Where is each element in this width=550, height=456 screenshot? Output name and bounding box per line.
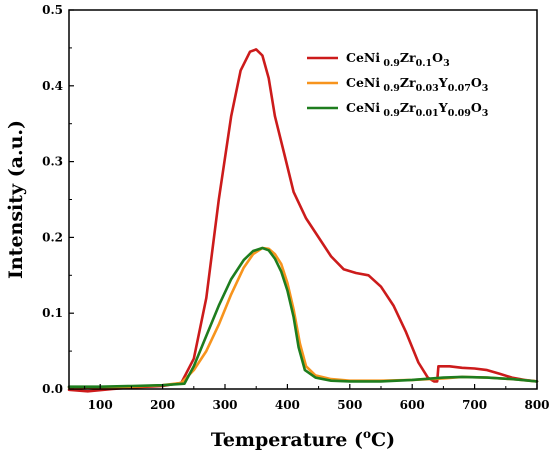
y-tick-label: 0.1	[42, 306, 63, 320]
y-tick-label: 0.4	[42, 79, 63, 93]
x-tick-label: 800	[524, 398, 549, 412]
x-axis: 100 200 300 400 500 600 700 800	[84, 384, 550, 412]
plot-frame	[68, 9, 538, 390]
x-tick-label: 500	[337, 398, 362, 412]
series-line-1	[67, 48, 539, 393]
x-tick-label: 300	[212, 398, 237, 412]
y-axis: 0.0 0.1 0.2 0.3 0.4 0.5	[42, 3, 74, 396]
y-axis-title: Intensity (a.u.)	[5, 120, 27, 279]
x-tick-label: 600	[400, 398, 425, 412]
legend-label-1: CeNi 0.9Zr0.1O3	[346, 50, 450, 69]
y-tick-label: 0.3	[42, 155, 63, 169]
series-lines	[67, 48, 539, 393]
x-tick-label: 400	[275, 398, 300, 412]
legend: CeNi 0.9Zr0.1O3 CeNi 0.9Zr0.03Y0.07O3 CeNi…	[307, 50, 488, 119]
legend-label-3: CeNi 0.9Zr0.01Y0.09O3	[346, 100, 488, 119]
x-tick-label: 700	[462, 398, 487, 412]
y-tick-label: 0.0	[42, 382, 63, 396]
x-tick-label: 100	[88, 398, 113, 412]
series-line-3	[67, 246, 539, 388]
x-tick-label: 200	[150, 398, 175, 412]
y-tick-label: 0.2	[42, 230, 63, 244]
legend-label-2: CeNi 0.9Zr0.03Y0.07O3	[346, 75, 488, 94]
x-axis-title: Temperature (oC)	[211, 427, 395, 451]
y-tick-label: 0.5	[42, 3, 63, 17]
